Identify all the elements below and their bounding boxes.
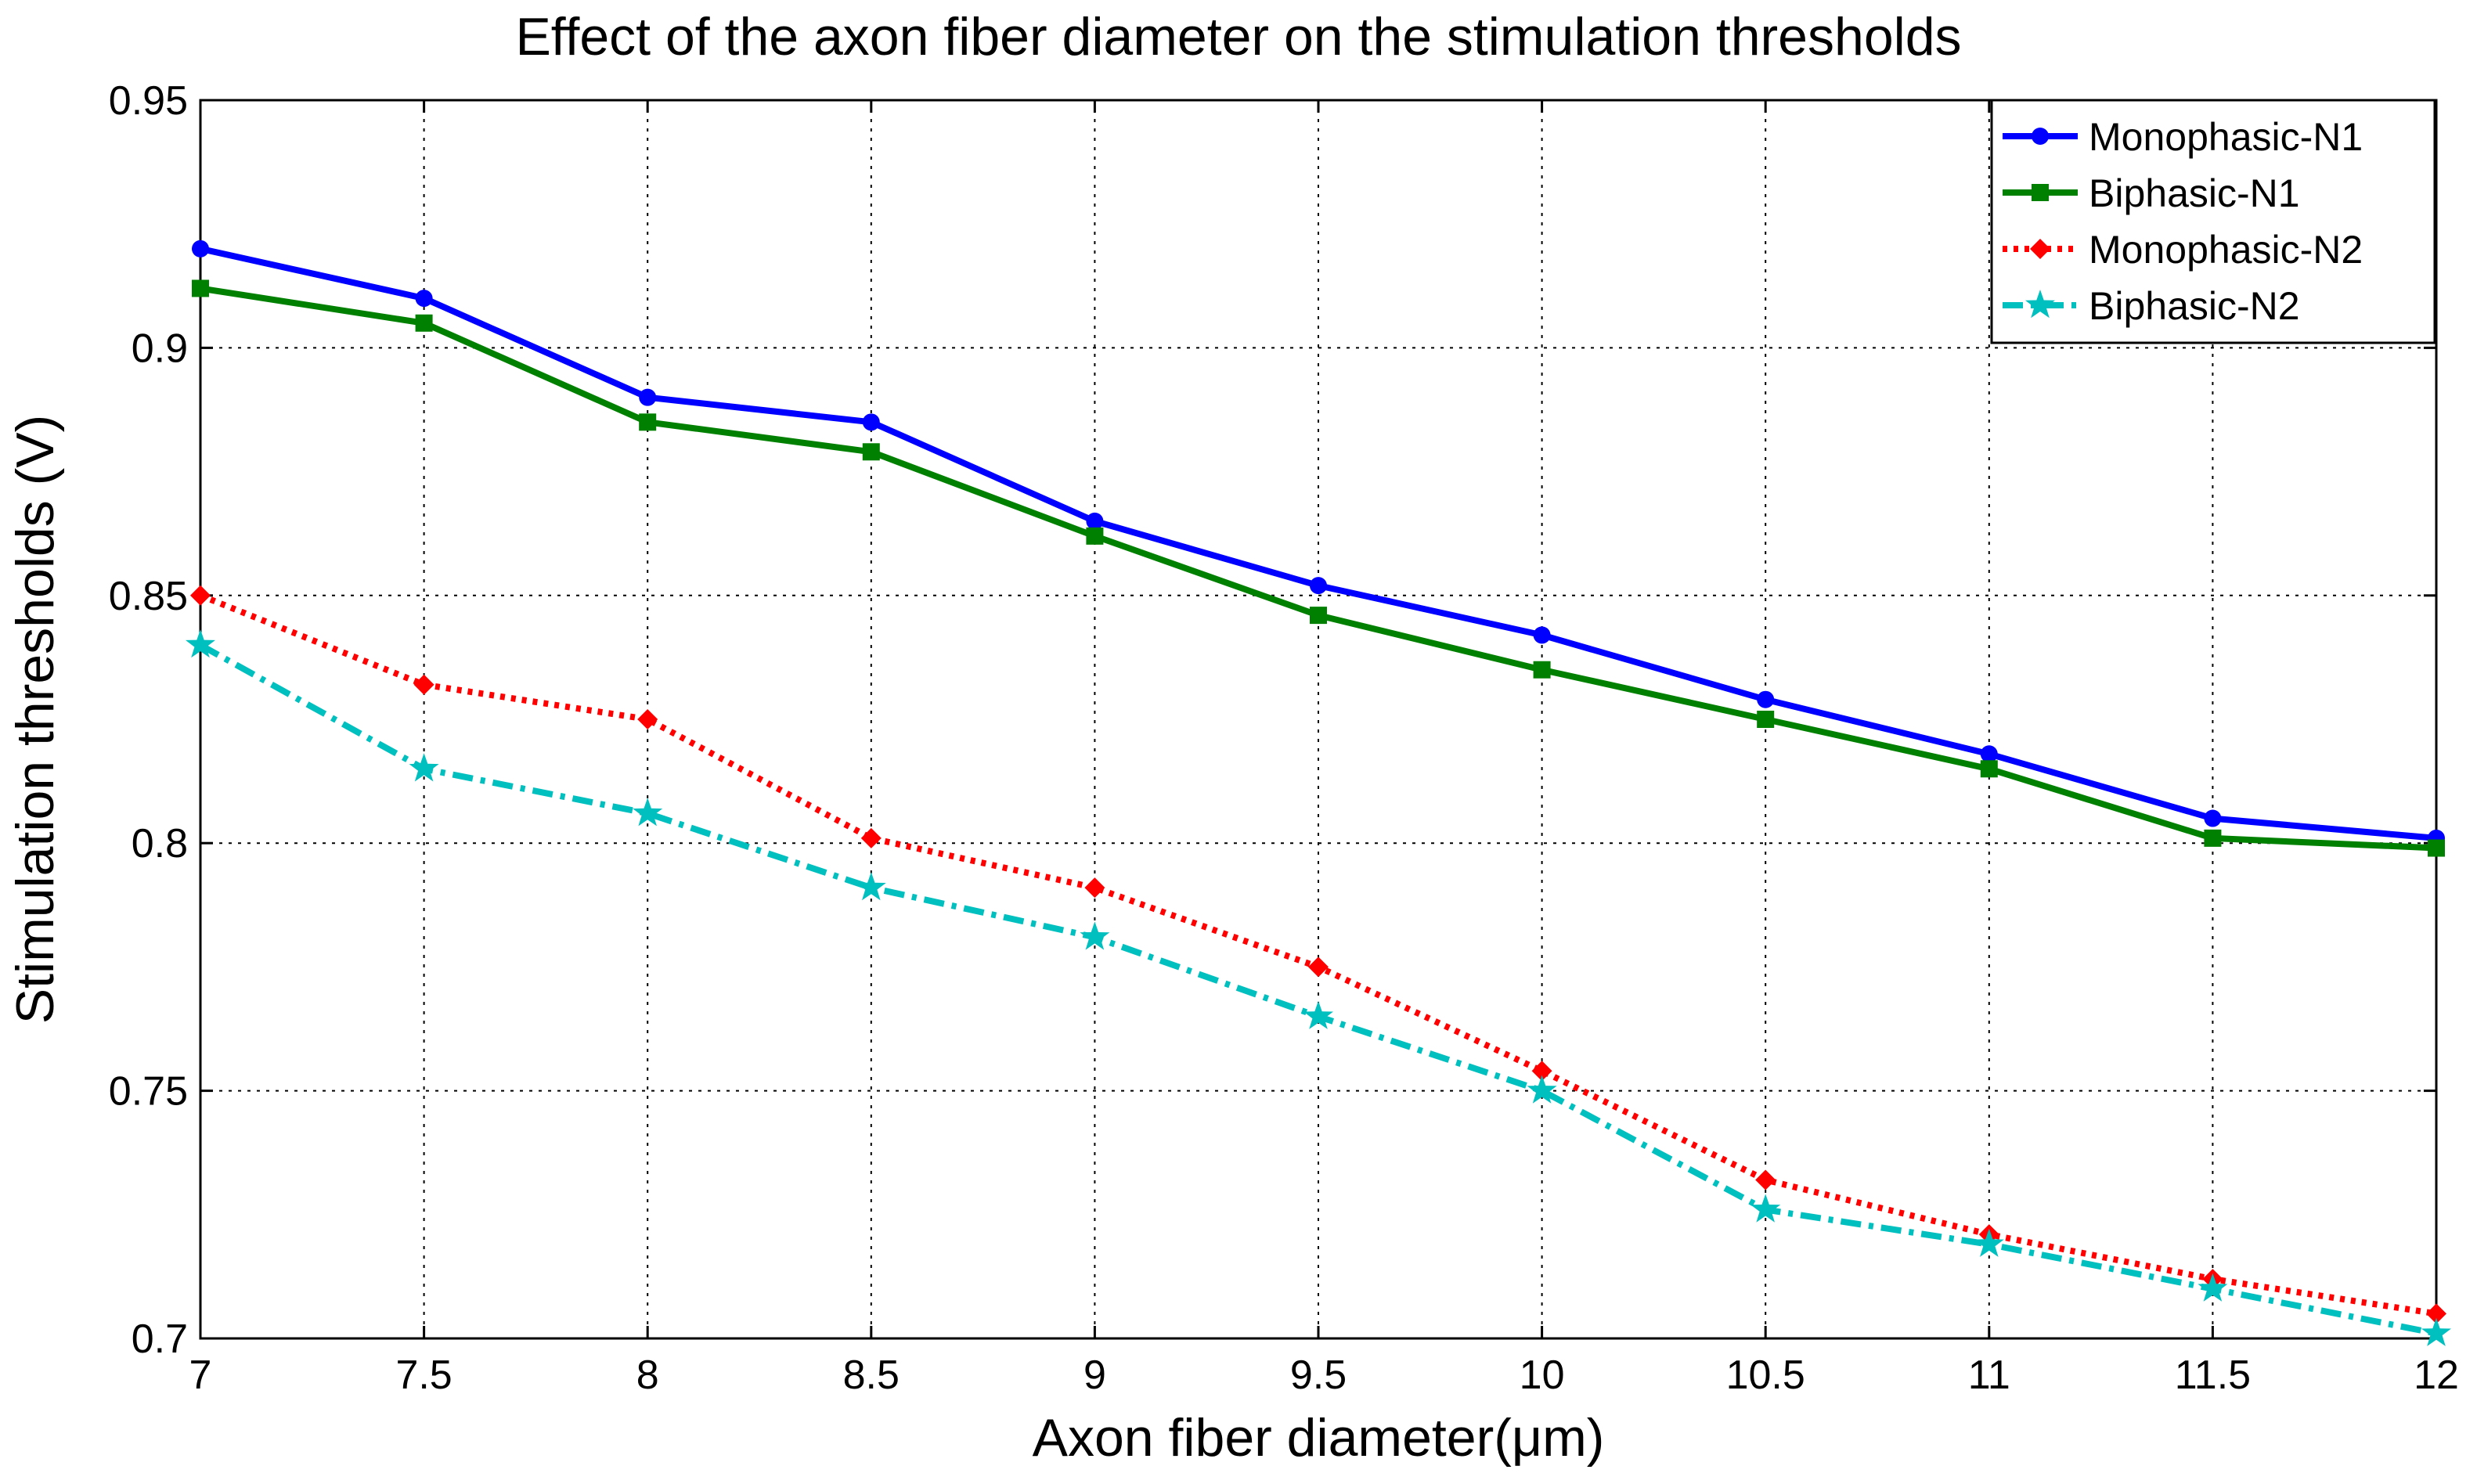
data-point xyxy=(637,709,658,729)
series-monophasic-n2 xyxy=(190,585,2446,1324)
y-tick-label: 0.7 xyxy=(132,1317,188,1362)
data-point xyxy=(862,443,880,461)
data-point xyxy=(2421,1317,2451,1346)
data-point xyxy=(1980,760,1998,778)
y-tick-label: 0.9 xyxy=(132,326,188,371)
data-point xyxy=(1980,745,1998,763)
data-point xyxy=(186,629,215,658)
data-point xyxy=(2198,1273,2228,1302)
x-tick-label: 7 xyxy=(189,1353,212,1398)
data-point xyxy=(415,314,433,332)
data-point xyxy=(1531,1061,1552,1082)
data-point xyxy=(860,827,882,848)
data-point xyxy=(1757,690,1775,708)
data-point xyxy=(862,413,880,431)
y-tick-label: 0.75 xyxy=(109,1069,188,1115)
data-point xyxy=(1974,1228,2004,1257)
grid xyxy=(200,100,2436,1338)
x-tick-label: 11 xyxy=(1968,1353,2010,1398)
x-tick-label: 9.5 xyxy=(1290,1353,1347,1398)
x-tick-label: 9 xyxy=(1083,1353,1106,1398)
data-point xyxy=(2426,1303,2446,1324)
x-tick-label: 8 xyxy=(636,1353,659,1398)
data-point xyxy=(1310,607,1327,625)
series-biphasic-n1 xyxy=(192,279,2445,857)
legend-marker-swatch xyxy=(2030,239,2050,259)
data-point xyxy=(1308,956,1329,978)
legend-item: Monophasic-N2 xyxy=(2003,228,2363,272)
data-point xyxy=(856,872,886,901)
axis-ticks: 7 7.5 8 8.5 9 9.5 10 10.5 11 11.5 12 0.7 0.75 0.8 0.85… xyxy=(109,78,2459,1398)
data-point xyxy=(1086,512,1104,530)
series-line xyxy=(200,285,2437,852)
x-tick-label: 10.5 xyxy=(1726,1353,1805,1398)
data-point xyxy=(1080,921,1110,950)
x-tick-label: 10 xyxy=(1520,1353,1565,1398)
legend-item: Monophasic-N1 xyxy=(2003,115,2363,159)
data-point xyxy=(1757,711,1775,728)
data-point xyxy=(2428,839,2445,857)
x-tick-label: 8.5 xyxy=(843,1353,900,1398)
x-tick-label: 7.5 xyxy=(395,1353,452,1398)
data-point xyxy=(639,388,657,406)
chart-title: Effect of the axon fiber diameter on the… xyxy=(515,7,1961,67)
y-axis-label: Stimulation thresholds (V) xyxy=(5,415,65,1025)
data-point xyxy=(1310,577,1327,595)
legend-marker-swatch xyxy=(2032,184,2049,201)
y-tick-label: 0.95 xyxy=(109,78,188,124)
data-point xyxy=(1750,1194,1781,1223)
legend-item: Biphasic-N1 xyxy=(2003,171,2300,215)
data-point xyxy=(413,674,434,695)
data-point xyxy=(1533,626,1551,644)
legend-label: Biphasic-N2 xyxy=(2089,284,2300,328)
x-tick-label: 12 xyxy=(2414,1353,2459,1398)
legend-marker-swatch xyxy=(2032,128,2049,145)
y-tick-label: 0.85 xyxy=(109,574,188,619)
legend-frame xyxy=(1990,99,2436,344)
legend-item: Biphasic-N2 xyxy=(2003,284,2300,328)
data-point xyxy=(2204,829,2222,847)
data-point xyxy=(1303,1000,1333,1029)
data-point xyxy=(415,290,433,308)
legend: Monophasic-N1 Biphasic-N1 Monophasic-N2 Bip… xyxy=(1990,99,2436,344)
data-point xyxy=(190,585,211,606)
data-point xyxy=(1084,877,1105,899)
data-point xyxy=(192,240,209,258)
series-group xyxy=(186,240,2451,1346)
legend-label: Biphasic-N1 xyxy=(2089,171,2300,215)
x-axis-label: Axon fiber diameter(μm) xyxy=(1033,1408,1605,1468)
data-point xyxy=(409,753,439,782)
legend-label: Monophasic-N2 xyxy=(2089,228,2363,272)
data-point xyxy=(639,413,657,431)
series-biphasic-n2 xyxy=(186,629,2451,1346)
data-point xyxy=(1533,661,1551,679)
data-point xyxy=(1755,1169,1776,1190)
legend-label: Monophasic-N1 xyxy=(2089,115,2363,159)
legend-marker-swatch xyxy=(2025,290,2055,319)
series-monophasic-n1 xyxy=(192,240,2445,847)
y-tick-label: 0.8 xyxy=(132,821,188,866)
data-point xyxy=(192,279,209,297)
data-point xyxy=(633,798,663,827)
data-point xyxy=(1086,527,1104,545)
data-point xyxy=(1527,1075,1557,1104)
x-tick-label: 11.5 xyxy=(2175,1353,2251,1398)
data-point xyxy=(2204,809,2222,827)
